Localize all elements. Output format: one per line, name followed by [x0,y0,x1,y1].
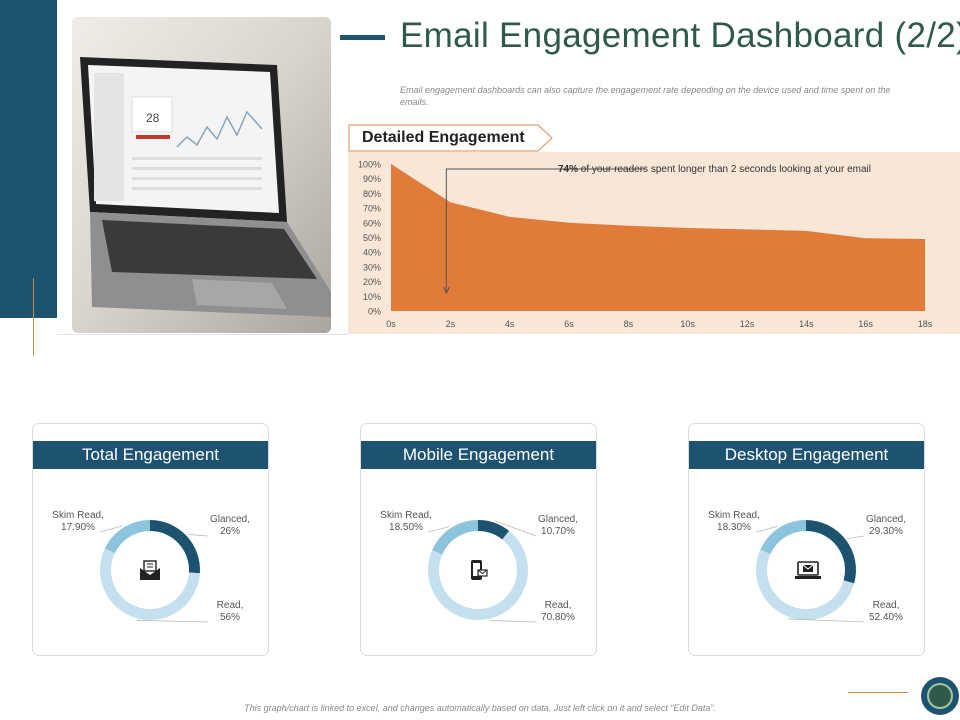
y-tick-label: 0% [368,307,381,317]
slice-label-value: 52.40% [869,612,903,623]
slice-label: Skim Read, 18.30% [704,510,764,534]
title-dash [340,35,385,40]
left-accent-line [33,278,34,356]
slice-label: Glanced, 10.70% [528,514,588,538]
x-tick-label: 16s [858,319,873,329]
page-subtitle: Email engagement dashboards can also cap… [400,85,891,107]
page-title: Email Engagement Dashboard (2/2) [400,16,960,55]
x-tick-label: 2s [446,319,456,329]
envelope-icon [138,558,162,582]
donut-slice-glanced [478,520,510,540]
slice-label: Glanced, 26% [200,514,260,538]
leader-line [755,525,778,533]
corner-badge [921,677,959,715]
y-tick-label: 80% [363,189,381,199]
donut-slice-skim-read [760,520,806,555]
x-tick-label: 10s [680,319,695,329]
slice-label: Read, 56% [200,600,260,624]
slice-label-value: 18.50% [389,522,423,533]
slice-label-value: 70.80% [541,612,575,623]
section-label: Detailed Engagement [362,129,525,146]
bottom-accent-line [848,692,908,693]
slice-label-name: Skim Read, [380,510,432,521]
leader-line [99,525,123,533]
card-title: Total Engagement [33,441,268,469]
y-tick-label: 40% [363,248,381,258]
annotation-arrow [442,168,647,295]
mobile-mail-icon [466,558,490,582]
donut-chart [99,520,209,623]
slice-label-value: 18.30% [717,522,751,533]
y-tick-label: 20% [363,277,381,287]
slice-label-name: Read, [872,600,900,611]
x-tick-label: 18s [918,319,933,329]
card-title: Mobile Engagement [361,441,596,469]
slice-label: Skim Read, 18.50% [376,510,436,534]
x-tick-label: 8s [624,319,634,329]
mobile-engagement-card: Mobile Engagement Glanced, 10.70% Read, 70.… [360,423,597,656]
y-tick-label: 90% [363,174,381,184]
slice-label-name: Read, [544,600,572,611]
leader-line [187,534,209,537]
slice-label: Read, 70.80% [528,600,588,624]
laptop-photo: 28 [72,17,331,333]
y-tick-label: 30% [363,262,381,272]
slice-label-name: Glanced, [865,514,907,525]
x-tick-label: 6s [564,319,574,329]
x-tick-label: 4s [505,319,515,329]
laptop-mail-icon [794,558,821,582]
area-chart-panel: 0% 10% 20% 30% 40% 50% 60% 70% 80% 90% 100% 0s 2s 4s 6… [348,152,960,334]
slice-label-name: Glanced, [537,514,579,525]
leader-line [490,620,537,623]
donut-chart [755,520,865,623]
card-title: Desktop Engagement [689,441,924,469]
x-tick-label: 0s [386,319,396,329]
leader-line [847,535,865,539]
annotation-highlight: 74% [558,164,579,175]
chart-annotation: 74% of your readers spent longer than 2 … [558,164,871,175]
slice-label: Glanced, 29.30% [856,514,916,538]
y-tick-label: 70% [363,204,381,214]
slice-label-value: 17.90% [61,522,95,533]
donut-slice-read [99,548,200,620]
slice-label-value: 10.70% [541,526,575,537]
divider [57,334,349,335]
y-tick-label: 100% [358,160,381,170]
donut-chart [427,520,537,623]
slice-label-value: 56% [219,612,240,623]
leader-line [788,618,865,623]
slice-label-value: 29.30% [869,526,903,537]
desktop-engagement-card: Desktop Engagement Glanced, 29.30% Read, 52… [688,423,925,656]
leader-line [495,520,537,537]
footer-note: This graph/chart is linked to excel, and… [244,703,716,713]
donut-slice-glanced [806,520,856,584]
total-engagement-card: Total Engagement Glanced, 26% Read, 56% Skim… [32,423,269,656]
leader-line [427,526,450,533]
donut-slice-skim-read [432,520,478,555]
left-accent-bar [0,0,57,318]
screen-number: 28 [146,111,160,125]
area-series [391,164,925,311]
slice-label-name: Glanced, [209,514,251,525]
leader-line [136,619,209,623]
donut-slice-glanced [150,520,200,574]
x-tick-label: 12s [740,319,755,329]
slice-label-name: Skim Read, [708,510,760,521]
x-tick-label: 14s [799,319,814,329]
area-chart: 0% 10% 20% 30% 40% 50% 60% 70% 80% 90% 100% 0s 2s 4s 6… [358,160,933,330]
y-tick-label: 60% [363,218,381,228]
slice-label-value: 26% [219,526,240,537]
slice-label-name: Skim Read, [52,510,104,521]
donut-slice-read [756,549,855,620]
y-tick-label: 10% [363,292,381,302]
slice-label: Read, 52.40% [856,600,916,624]
slice-label: Skim Read, 17.90% [48,510,108,534]
annotation-text: of your readers spent longer than 2 seco… [578,164,871,175]
y-tick-label: 50% [363,233,381,243]
slice-label-name: Read, [216,600,244,611]
donut-slice-skim-read [104,520,150,554]
